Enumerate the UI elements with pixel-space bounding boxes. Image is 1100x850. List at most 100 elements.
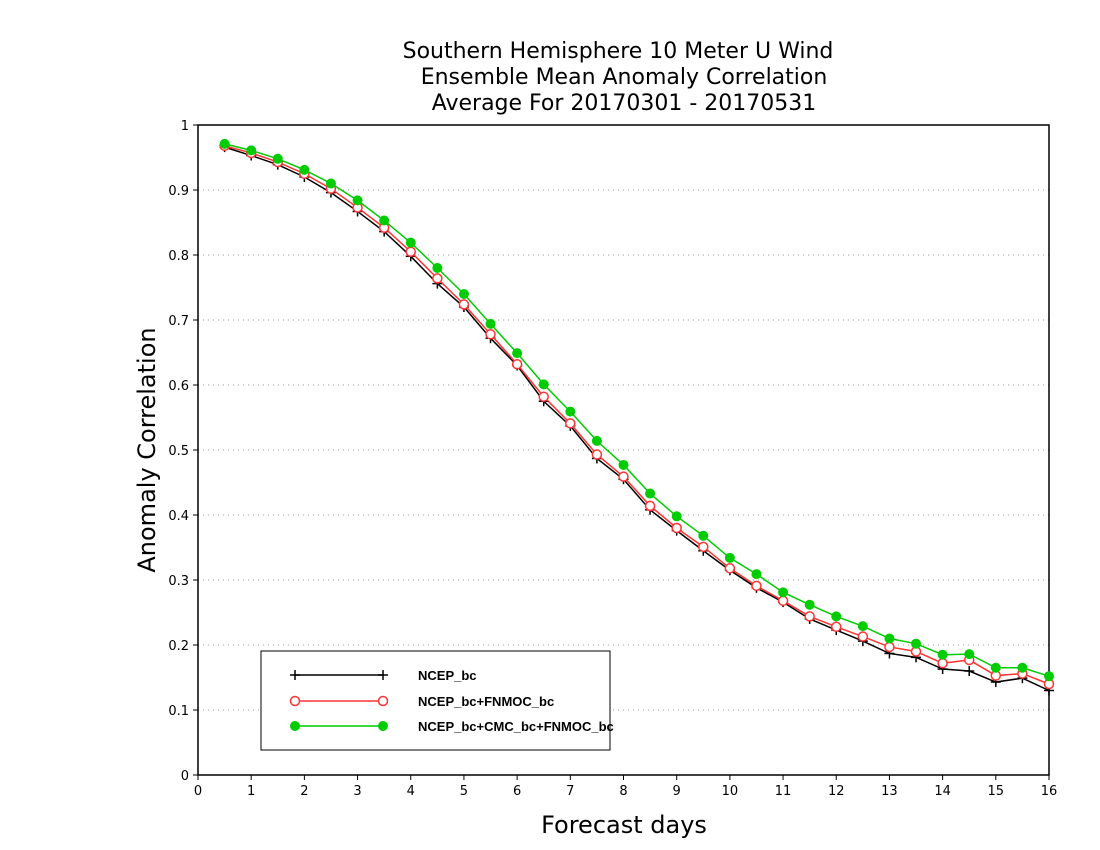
data-point	[964, 649, 975, 660]
data-point	[698, 541, 709, 553]
chart-title-line-3: Average For 20170301 - 20170531	[432, 91, 817, 116]
chart-title-line-1: Southern Hemisphere 10 Meter U Wind	[403, 39, 834, 64]
data-point	[458, 289, 469, 299]
y-tick-label: 0	[181, 769, 189, 784]
data-point	[777, 595, 789, 607]
legend-item-3: NCEP_bc+CMC_bc+FNMOC_bc	[290, 719, 614, 734]
data-point	[299, 164, 310, 175]
grid	[198, 189, 1049, 711]
y-tick-label: 0.6	[168, 379, 189, 394]
data-point	[671, 522, 682, 534]
data-point	[272, 153, 283, 164]
series-line	[224, 146, 1050, 692]
series-2	[219, 140, 1055, 690]
y-tick-label: 0.4	[168, 509, 189, 524]
data-point	[831, 621, 842, 633]
y-tick-label: 0.1	[168, 704, 189, 719]
y-axis-label: Anomaly Correlation	[133, 327, 161, 572]
data-point	[831, 611, 842, 622]
series-1	[219, 142, 1054, 696]
data-point	[538, 379, 549, 390]
data-point	[219, 138, 230, 149]
data-point	[1017, 662, 1028, 673]
data-point	[432, 273, 443, 284]
data-point	[511, 358, 523, 370]
y-tick-label: 0.9	[168, 184, 189, 199]
x-tick-label: 8	[619, 784, 627, 799]
data-point	[1044, 671, 1054, 682]
data-point	[246, 145, 257, 156]
series-line	[224, 143, 1050, 677]
series-line	[224, 145, 1050, 685]
legend-marker	[289, 695, 301, 707]
x-tick-label: 15	[988, 784, 1005, 799]
data-point	[618, 471, 629, 482]
data-point	[591, 449, 603, 460]
y-tick-label: 1	[181, 119, 189, 134]
data-point	[964, 666, 975, 676]
x-tick-label: 10	[722, 784, 739, 799]
x-tick-label: 1	[247, 784, 255, 799]
legend-item-1: NCEP_bc	[290, 668, 477, 683]
x-tick-label: 5	[460, 784, 468, 799]
data-point	[512, 348, 523, 359]
data-point	[884, 633, 895, 644]
data-point	[432, 263, 443, 273]
data-point	[565, 418, 576, 429]
legend-label: NCEP_bc+FNMOC_bc	[418, 694, 554, 709]
data-point	[884, 641, 895, 653]
legend-marker	[377, 695, 389, 707]
y-tick-label: 0.5	[168, 444, 189, 459]
data-point	[565, 406, 576, 417]
legend-marker	[378, 670, 388, 680]
legend-marker	[290, 670, 300, 680]
x-axis-label: Forecast days	[541, 811, 707, 839]
x-tick-label: 7	[566, 784, 574, 799]
x-tick-label: 4	[407, 784, 415, 799]
data-point	[937, 657, 948, 669]
data-point	[857, 621, 868, 632]
data-point	[804, 599, 815, 610]
x-tick-label: 2	[300, 784, 308, 799]
data-point	[857, 631, 869, 642]
legend-label: NCEP_bc	[418, 668, 477, 683]
data-point	[778, 587, 789, 598]
data-point	[352, 195, 363, 206]
x-tick-label: 12	[828, 784, 845, 799]
y-tick-label: 0.7	[168, 314, 189, 329]
data-point	[698, 530, 709, 541]
data-point	[751, 569, 762, 580]
axis-ticks: 00.10.20.30.40.50.60.70.80.910 1 2 3 4 5 6 7 8 9 1…	[168, 119, 1057, 799]
data-point	[618, 459, 629, 470]
data-point	[990, 662, 1001, 673]
x-tick-label: 11	[775, 784, 792, 799]
data-point	[804, 611, 815, 622]
x-tick-label: 0	[194, 784, 202, 799]
data-point	[724, 552, 735, 563]
data-point	[405, 246, 416, 257]
legend-marker	[290, 721, 300, 731]
x-tick-label: 16	[1041, 784, 1058, 799]
x-tick-label: 13	[881, 784, 898, 799]
x-tick-label: 14	[934, 784, 951, 799]
legend: NCEP_bc NCEP_bc+FNMOC_bc NCEP_bc+CMC_bc+FN…	[260, 650, 614, 751]
data-point	[724, 563, 736, 574]
y-tick-label: 0.8	[168, 249, 189, 264]
y-tick-label: 0.2	[168, 639, 189, 654]
data-point	[458, 299, 470, 310]
series-3	[219, 138, 1054, 682]
data-point	[405, 237, 416, 248]
legend-label: NCEP_bc+CMC_bc+FNMOC_bc	[418, 719, 614, 734]
legend-item-2: NCEP_bc+FNMOC_bc	[289, 694, 554, 709]
data-point	[671, 511, 682, 522]
data-point	[379, 215, 390, 226]
data-point	[937, 649, 948, 660]
legend-marker	[378, 721, 388, 731]
data-point	[485, 318, 496, 329]
y-tick-label: 0.3	[168, 574, 189, 589]
data-point	[325, 178, 336, 189]
data-point	[644, 500, 656, 512]
series-layer	[219, 138, 1055, 696]
x-tick-label: 3	[353, 784, 361, 799]
